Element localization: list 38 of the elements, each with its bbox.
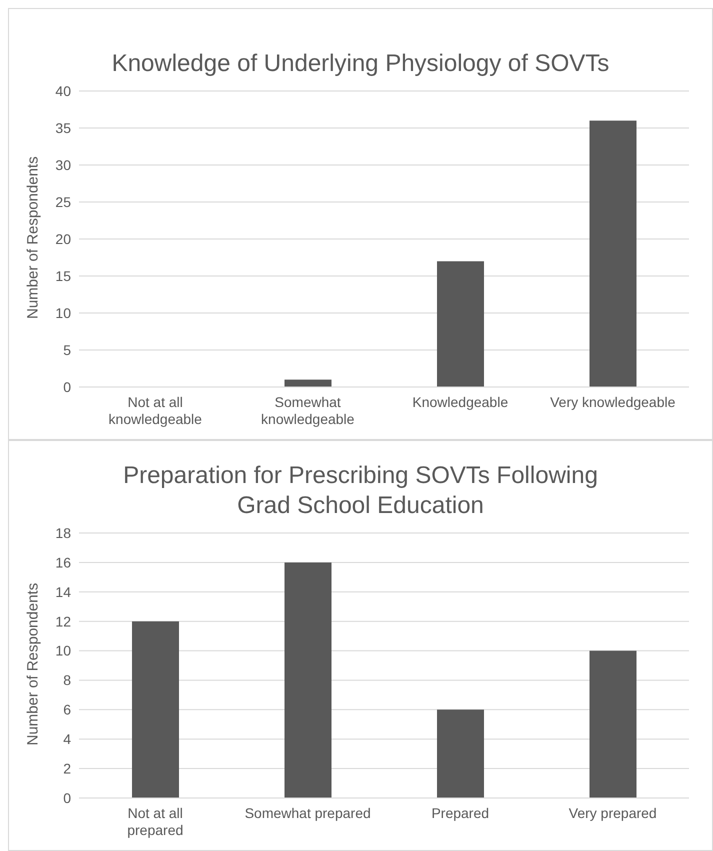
x-tick-label: Somewhat prepared [244, 805, 371, 821]
y-tick-label: 16 [55, 554, 72, 570]
bar [284, 380, 332, 387]
x-tick-label: Somewhat knowledgeable [261, 394, 355, 427]
y-tick-label: 30 [55, 156, 72, 173]
y-tick-label: 35 [55, 120, 72, 136]
x-tick-label: Very prepared [568, 805, 657, 821]
y-tick-label: 10 [55, 642, 72, 659]
y-tick-label: 15 [55, 268, 72, 284]
y-tick-label: 25 [55, 194, 72, 210]
bar [437, 261, 484, 387]
y-tick-label: 4 [63, 731, 72, 748]
y-tick-label: 12 [55, 613, 72, 630]
bar [590, 650, 636, 798]
x-tick-label: Prepared [431, 805, 490, 821]
x-tick-label: Very knowledgeable [550, 394, 676, 410]
y-tick-label: 5 [63, 342, 72, 358]
y-tick-label: 20 [55, 230, 72, 247]
y-tick-label: 18 [55, 524, 72, 541]
bar [284, 562, 332, 798]
bar [437, 710, 484, 798]
y-tick-label: 6 [63, 702, 72, 718]
y-axis-title: Number of Respondents [24, 582, 42, 746]
x-tick-label: Not at all knowledgeable [108, 394, 202, 427]
y-tick-label: 40 [55, 82, 72, 99]
y-tick-label: 0 [63, 378, 72, 395]
y-tick-label: 0 [63, 790, 72, 806]
y-axis-title: Number of Respondents [24, 156, 42, 319]
bar [590, 120, 636, 387]
y-tick-label: 2 [63, 760, 72, 777]
chart-title: Knowledge of Underlying Physiology of SOVTs [110, 49, 610, 79]
chart-title: Preparation for Prescribing SOVTs Following Grad School Education [122, 461, 599, 521]
x-tick-label: Knowledgeable [412, 394, 508, 410]
x-tick-label: Not at all prepared [127, 805, 184, 838]
y-tick-label: 8 [63, 672, 72, 688]
y-tick-label: 10 [55, 304, 72, 321]
y-tick-label: 14 [55, 584, 72, 600]
bar [132, 621, 179, 798]
